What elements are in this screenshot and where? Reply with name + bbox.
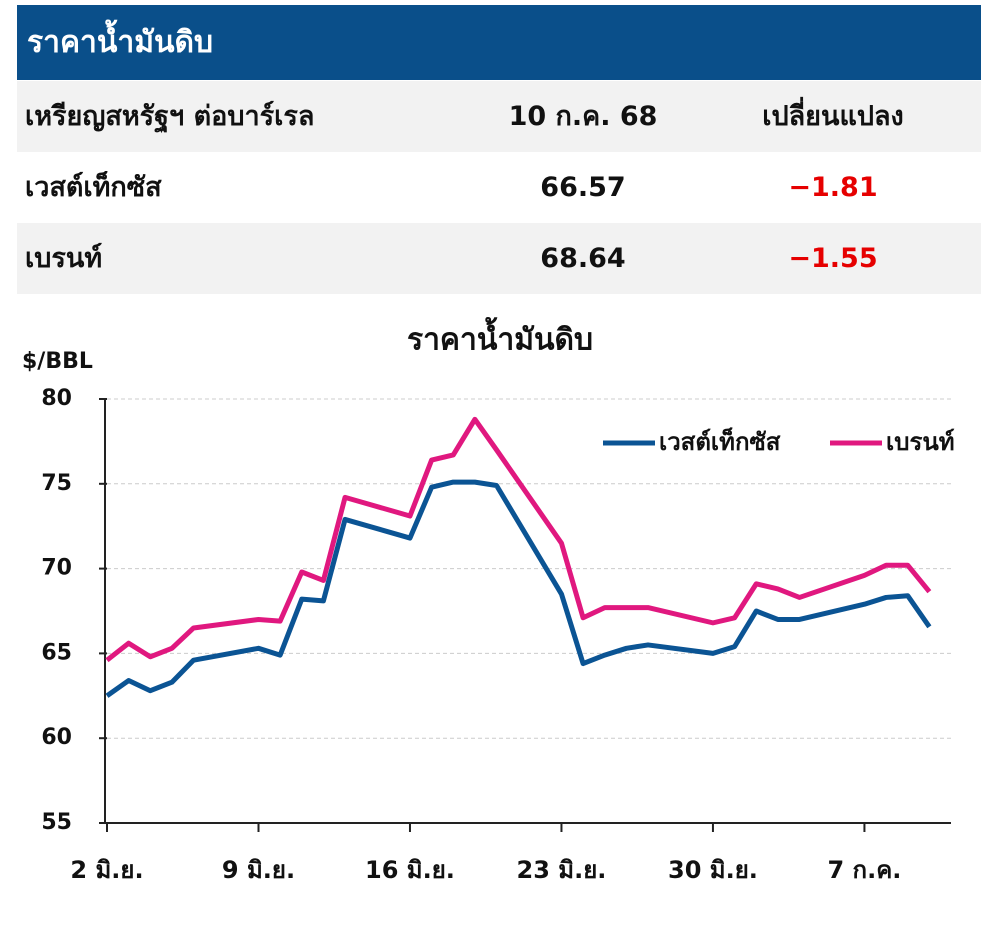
table-header: เหรียญสหรัฐฯ ต่อบาร์เรล 10 ก.ค. 68 เปลี่… [17,81,981,152]
x-tick-label: 30 มิ.ย. [668,856,758,884]
column-header: เปลี่ยนแปลง [762,101,904,132]
row-label: เวสต์เท็กซัส [25,172,162,203]
x-tick-label: 16 มิ.ย. [365,856,455,884]
price: 66.57 [540,172,626,203]
y-axis-label: $/BBL [22,349,93,374]
price: 68.64 [540,243,626,274]
chart-title: ราคาน้ำมันดิบ [407,317,593,358]
series-line [105,479,932,698]
y-tick-label: 80 [41,386,72,411]
y-tick-label: 75 [41,471,72,496]
table-row: เวสต์เท็กซัส 66.57 −1.81 [17,152,981,223]
x-tick-label: 9 มิ.ย. [222,856,295,884]
change: −1.81 [788,172,878,203]
x-tick-label: 7 ก.ค. [827,856,901,884]
table-row: เบรนท์ 68.64 −1.55 [17,223,981,294]
column-header: เหรียญสหรัฐฯ ต่อบาร์เรล [25,101,315,132]
chart: ราคาน้ำมันดิบ $/BBL 55 60 65 70 75 80 2 มิ.ย. 9… [22,317,955,885]
header-title: ราคาน้ำมันดิบ [17,5,981,80]
y-tick-label: 70 [41,556,72,581]
x-tick-label: 23 มิ.ย. [517,856,607,884]
row-label: เบรนท์ [25,243,103,274]
legend-label: เวสต์เท็กซัส [659,427,781,456]
y-tick-label: 65 [41,640,72,665]
y-tick-label: 55 [41,810,72,835]
column-header: 10 ก.ค. 68 [508,101,658,132]
x-tick-label: 2 มิ.ย. [70,856,143,884]
change: −1.55 [788,243,878,274]
y-tick-label: 60 [41,725,72,750]
series-line [105,416,932,663]
legend-label: เบรนท์ [886,428,955,456]
